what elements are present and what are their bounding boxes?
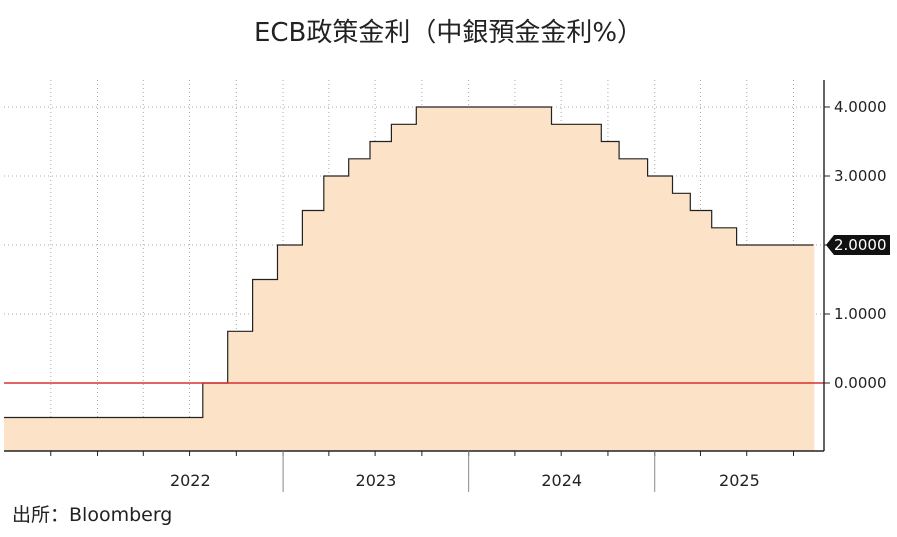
x-tick-label: 2022 bbox=[170, 471, 211, 490]
x-tick-label: 2024 bbox=[541, 471, 582, 490]
last-value-label: 2.0000 bbox=[834, 236, 887, 254]
axes-layer bbox=[4, 80, 830, 492]
labels-layer: 4.00003.00002.00001.00000.00002.00002022… bbox=[170, 98, 890, 490]
x-tick-label: 2025 bbox=[719, 471, 760, 490]
x-tick-label: 2023 bbox=[356, 471, 397, 490]
rate-step-line bbox=[4, 106, 814, 419]
chart-title: ECB政策金利（中銀預金金利%） bbox=[253, 18, 644, 48]
y-tick-label: 1.0000 bbox=[834, 305, 887, 323]
last-value-tag bbox=[826, 235, 890, 255]
y-tick-label: 0.0000 bbox=[834, 374, 887, 392]
y-tick-label: 3.0000 bbox=[834, 167, 887, 185]
source-note: 出所：Bloomberg bbox=[12, 504, 173, 526]
y-tick-label: 4.0000 bbox=[834, 98, 887, 116]
area-fill bbox=[4, 107, 814, 451]
area-layer bbox=[4, 106, 815, 451]
